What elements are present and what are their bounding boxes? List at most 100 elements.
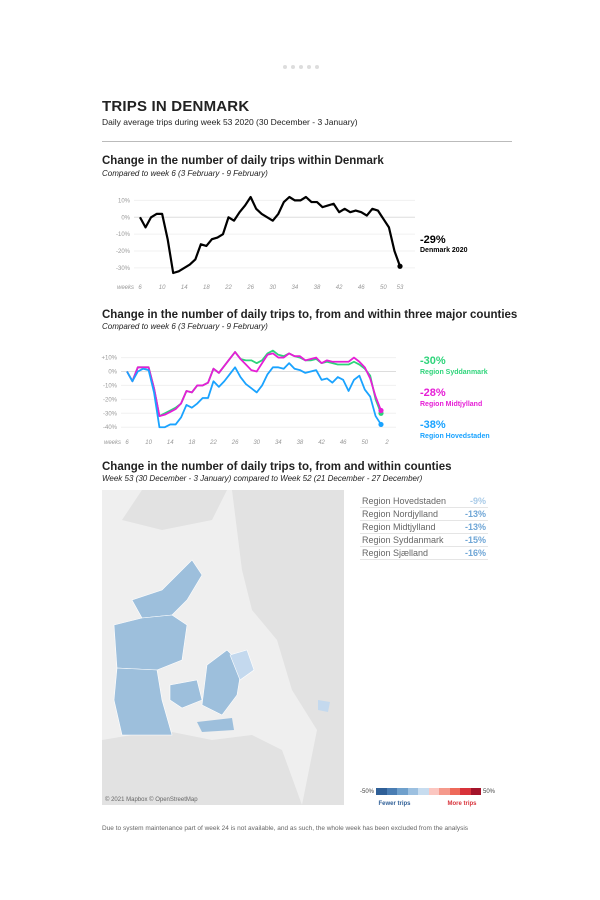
region-hovedstaden <box>229 649 255 681</box>
table-row[interactable]: Region Hovedstaden -9% <box>360 495 488 508</box>
divider <box>102 141 512 142</box>
x-tick-label: 26 <box>231 440 239 446</box>
legend-swatch <box>439 788 450 795</box>
table-row[interactable]: Region Syddanmark -15% <box>360 534 488 547</box>
x-tick-label: 2 <box>384 440 389 446</box>
region-table: Region Hovedstaden -9% Region Nordjylland -… <box>360 495 488 560</box>
region-value: -15% <box>464 535 486 545</box>
legend-swatch <box>397 788 408 795</box>
x-tick-label: 10 <box>159 285 166 291</box>
table-row[interactable]: Region Sjælland -16% <box>360 547 488 560</box>
chart2-title: Change in the number of daily trips to, … <box>102 309 518 321</box>
x-tick-label: 18 <box>189 440 196 446</box>
region-value: -9% <box>469 496 486 506</box>
series-name: Denmark 2020 <box>420 247 468 254</box>
final-value: -38% <box>420 419 446 431</box>
y-tick-label: 10% <box>118 198 131 204</box>
island-fyn <box>169 679 203 709</box>
legend-swatch <box>418 788 429 795</box>
series-name: Region Hovedstaden <box>420 433 490 440</box>
x-tick-label: 22 <box>224 285 232 291</box>
color-legend: -50% 50% Fewer trips More trips <box>360 788 495 807</box>
x-tick-label: 46 <box>358 285 365 291</box>
series-line-region-midtjylland <box>126 351 382 417</box>
chart1-subtitle: Compared to week 6 (3 February - 9 Febru… <box>102 169 268 178</box>
y-tick-label: -10% <box>116 232 131 238</box>
x-axis-label: weeks <box>117 285 134 291</box>
map[interactable]: © 2021 Mapbox © OpenStreetMap <box>102 490 344 805</box>
region-name: Region Syddanmark <box>362 535 444 545</box>
region-name: Region Nordjylland <box>362 509 439 519</box>
final-value: -30% <box>420 355 446 367</box>
chart3-title: Change in the number of daily trips to, … <box>102 461 452 473</box>
region-nordjylland <box>131 559 203 619</box>
x-tick-label: 30 <box>269 285 276 291</box>
legend-swatch <box>407 788 419 795</box>
table-row[interactable]: Region Nordjylland -13% <box>360 508 488 521</box>
x-tick-label: 38 <box>297 440 304 446</box>
page-subtitle: Daily average trips during week 53 2020 … <box>102 117 358 127</box>
region-value: -13% <box>464 509 486 519</box>
land-germany <box>102 730 302 805</box>
series-line-region-hovedstaden <box>126 362 382 429</box>
pagination-dots[interactable] <box>283 65 319 69</box>
legend-swatch <box>449 788 461 795</box>
table-row[interactable]: Region Midtjylland -13% <box>360 521 488 534</box>
region-midtjylland <box>113 614 188 671</box>
x-tick-label: 46 <box>340 440 347 446</box>
x-tick-label: 14 <box>167 440 174 446</box>
y-tick-label: -20% <box>116 249 131 255</box>
legend-swatch <box>460 788 471 795</box>
chart2-svg: +10% 0% -10% -20% -30% -40% weeks 6 10 14 18 22 26 30… <box>101 349 490 446</box>
x-tick-label: 30 <box>253 440 260 446</box>
chart2-subtitle: Compared to week 6 (3 February - 9 Febru… <box>102 322 268 331</box>
region-name: Region Midtjylland <box>362 522 436 532</box>
x-tick-label: 26 <box>246 285 254 291</box>
y-tick-label: 0% <box>121 215 130 221</box>
footnote: Due to system maintenance part of week 2… <box>102 825 469 832</box>
legend-swatch <box>470 788 482 795</box>
series-name: Region Syddanmark <box>420 369 488 376</box>
y-tick-label: +10% <box>101 356 117 362</box>
legend-swatch <box>386 788 398 795</box>
page-title: TRIPS IN DENMARK <box>102 98 250 115</box>
x-tick-label: 53 <box>397 285 404 291</box>
legend-max: 50% <box>482 788 495 795</box>
island-lolland <box>197 718 234 732</box>
y-tick-label: -30% <box>116 266 131 272</box>
series-line-region-syddanmark <box>126 349 382 417</box>
island-bornholm <box>318 700 330 712</box>
x-tick-label: 6 <box>138 285 142 291</box>
chart1-svg: 10% 0% -10% -20% -30% weeks 6 10 14 18 22 26 30 34 38 4… <box>116 195 468 291</box>
series-name: Region Midtjylland <box>420 401 482 408</box>
final-value: -28% <box>420 387 446 399</box>
x-tick-label: 38 <box>314 285 321 291</box>
x-tick-label: 6 <box>125 440 129 446</box>
end-point <box>378 407 384 414</box>
legend-min: -50% <box>360 788 375 795</box>
x-tick-label: 18 <box>203 285 210 291</box>
legend-swatch <box>428 788 440 795</box>
legend-scale <box>376 788 482 795</box>
land-sweden <box>232 490 344 805</box>
x-tick-label: 14 <box>181 285 188 291</box>
x-tick-label: 22 <box>209 440 217 446</box>
final-value: -29% <box>420 234 446 246</box>
region-value: -16% <box>464 548 486 558</box>
x-tick-label: 34 <box>292 285 299 291</box>
map-attribution[interactable]: © 2021 Mapbox © OpenStreetMap <box>105 797 198 803</box>
end-point <box>397 263 403 269</box>
x-tick-label: 10 <box>145 440 152 446</box>
land-norway <box>122 490 227 530</box>
region-value: -13% <box>464 522 486 532</box>
series-line-denmark-2020 <box>139 195 402 275</box>
legend-fewer-trips: Fewer trips <box>378 801 411 807</box>
y-tick-label: -20% <box>103 397 118 403</box>
chart3-subtitle: Week 53 (30 December - 3 January) compar… <box>102 474 423 483</box>
y-tick-label: -30% <box>103 411 118 417</box>
x-tick-label: 42 <box>336 285 343 291</box>
y-tick-label: 0% <box>108 370 117 376</box>
region-name: Region Hovedstaden <box>362 496 447 506</box>
region-name: Region Sjælland <box>362 548 429 558</box>
end-point <box>378 421 384 428</box>
